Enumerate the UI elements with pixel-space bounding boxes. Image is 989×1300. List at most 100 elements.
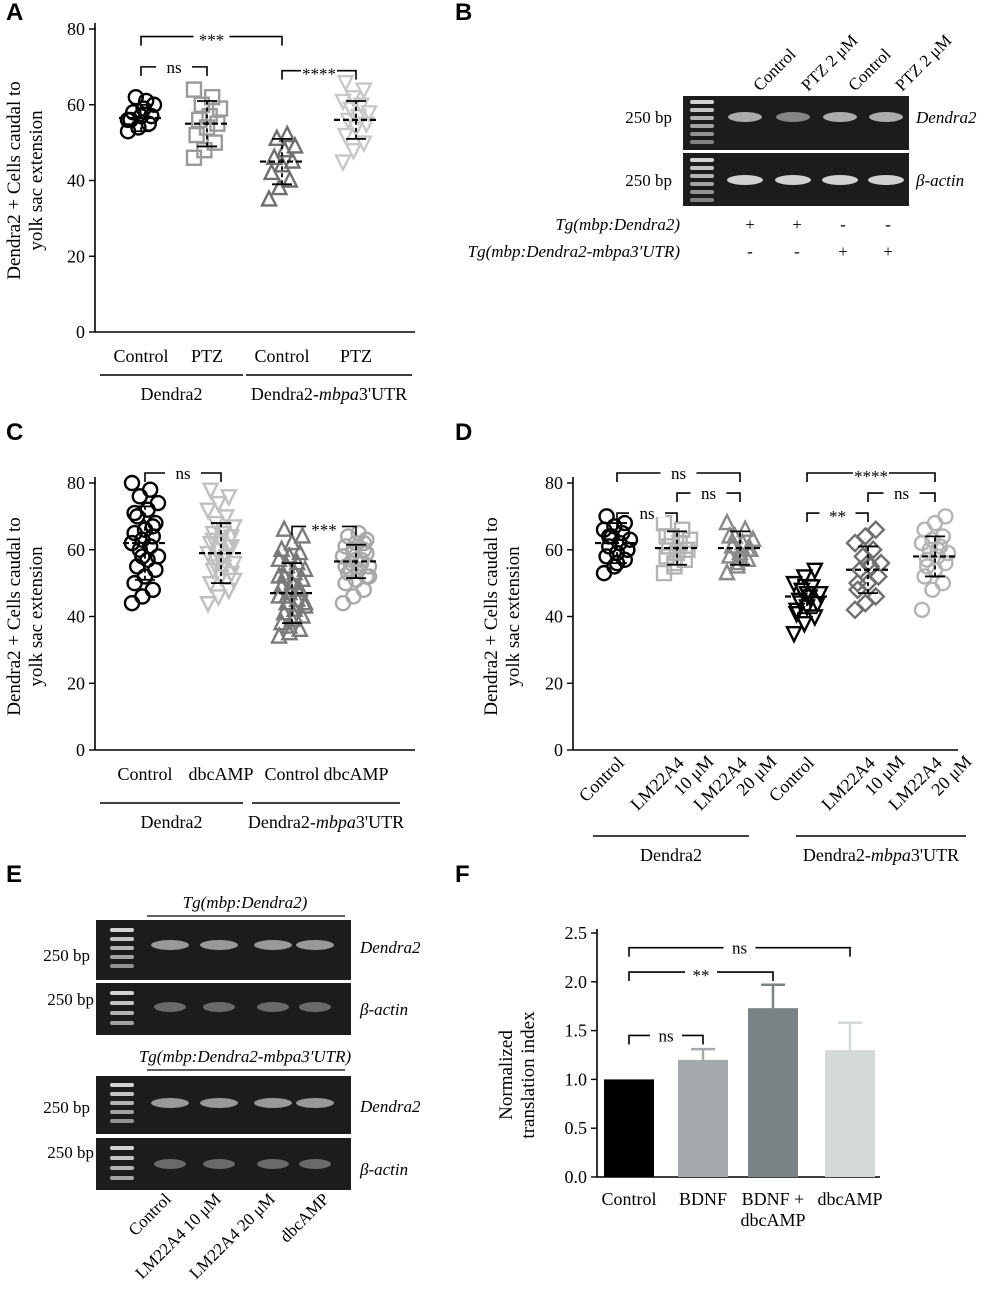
- data-point: [334, 154, 352, 173]
- gel-b-ladder: [690, 100, 714, 202]
- y-tick-label: 0.5: [565, 1118, 588, 1138]
- significance-gap: [193, 32, 230, 41]
- gel-b-ladder-band: [690, 174, 714, 178]
- significance-label: ns: [671, 464, 686, 483]
- group-label-part: 3'UTR: [359, 384, 407, 404]
- group-label-part: mbpa: [316, 812, 356, 832]
- category-label: LM22A420 μM: [884, 737, 975, 828]
- data-point: [149, 494, 167, 512]
- y-axis-label: Dendra2 + Cells caudal toyolk sac extens…: [4, 517, 47, 716]
- data-point: [134, 588, 151, 605]
- y-tick-label: 0: [76, 740, 85, 760]
- data-point: [723, 535, 742, 554]
- data-point: [206, 515, 225, 534]
- group-label-part: mbpa: [871, 845, 911, 865]
- category-label: dbcAMP: [188, 764, 253, 784]
- data-point: [655, 514, 673, 532]
- data-point: [201, 575, 220, 594]
- group-label-part: Dendra2-: [803, 845, 871, 865]
- data-point: [661, 538, 678, 555]
- gel-e: Tg(mbp:Dendra2) Tg(mbp:Dendra2-mbpa3'UTR…: [43, 893, 421, 1283]
- data-point: [267, 128, 286, 147]
- data-point: [126, 524, 143, 542]
- data-point: [736, 519, 755, 537]
- data-point: [144, 581, 162, 598]
- gel-e-band-bottom-dendra2: [296, 1098, 334, 1108]
- gel-b-sign-2-1: -: [747, 242, 753, 261]
- category-label: Control: [254, 346, 309, 366]
- gel-b-lane-1: Control: [749, 44, 799, 94]
- y-axis-label-line: yolk sac extension: [26, 110, 47, 251]
- gel-e-size-2: 250 bp: [47, 990, 94, 1009]
- group-label: Dendra2: [141, 384, 203, 404]
- data-point: [334, 93, 352, 112]
- data-point: [137, 92, 155, 110]
- group-label-part: Dendra2-: [251, 384, 319, 404]
- significance-label: ***: [311, 520, 337, 539]
- series-1: [119, 88, 163, 140]
- group-label-part: Dendra2: [141, 384, 203, 404]
- gel-b-top: [683, 96, 909, 150]
- group-label-part: 3'UTR: [911, 845, 959, 865]
- gel-b-band-actin: [822, 175, 858, 185]
- gel-e-band-top-actin: [299, 1002, 331, 1012]
- significance-label: ns: [639, 504, 654, 523]
- data-point: [354, 82, 373, 101]
- category-label: dbcAMP: [740, 1210, 805, 1230]
- data-point: [185, 81, 203, 98]
- significance-label: ns: [732, 939, 747, 958]
- gel-b-sign-1-3: -: [840, 215, 846, 234]
- data-point: [131, 488, 149, 505]
- data-point: [199, 502, 217, 521]
- gel-e-band-top-actin: [257, 1002, 289, 1012]
- gel-e-ladder-band: [110, 1119, 134, 1123]
- data-point: [352, 97, 371, 116]
- gel-e-band-top-dendra2: [296, 940, 334, 950]
- gel-e-ladder-band: [110, 991, 134, 995]
- group-label-part: Dendra2: [141, 812, 203, 832]
- data-point: [805, 609, 824, 628]
- data-point: [926, 514, 944, 532]
- gel-b-sign-1-1: +: [745, 215, 755, 234]
- gel-b-genotype-1: Tg(mbp:Dendra2): [555, 215, 680, 234]
- data-point: [595, 564, 613, 582]
- gel-e-ladder-band: [110, 1001, 134, 1005]
- group-label: Dendra2-mbpa3'UTR: [803, 845, 959, 865]
- y-axis-label: Dendra2 + Cells caudal toyolk sac extens…: [481, 517, 524, 716]
- gel-b-band-actin: [868, 175, 904, 185]
- y-tick-label: 0: [554, 740, 563, 760]
- gel-e-ladder-band: [110, 1166, 134, 1170]
- group-label: Dendra2-mbpa3'UTR: [248, 812, 404, 832]
- data-point: [225, 572, 243, 591]
- gel-b-lane-4: PTZ 2 μM: [891, 31, 955, 95]
- data-point: [674, 521, 691, 538]
- data-point: [798, 585, 816, 604]
- significance-label: **: [693, 966, 710, 985]
- data-point: [937, 508, 954, 525]
- gel-e-ladder-band: [110, 928, 134, 932]
- significance-label: **: [829, 507, 846, 526]
- gel-b-sign-2-4: +: [883, 242, 893, 261]
- series-3: [270, 519, 314, 644]
- data-point: [354, 135, 373, 154]
- gel-e-ladder-band: [110, 1083, 134, 1087]
- gel-b-ladder-band: [690, 166, 714, 170]
- gel-b-ladder-band: [690, 158, 714, 162]
- y-tick-label: 80: [67, 473, 85, 493]
- data-point: [336, 74, 355, 93]
- data-point: [787, 605, 806, 624]
- y-axis-label-line: Dendra2 + Cells caudal to: [4, 517, 25, 716]
- gel-b-ladder-band: [690, 124, 714, 128]
- data-point: [929, 541, 946, 558]
- data-point: [795, 615, 814, 634]
- data-point: [792, 582, 811, 601]
- data-point: [358, 544, 375, 562]
- data-point: [270, 565, 288, 584]
- gel-e-ladder-band: [110, 1146, 134, 1150]
- gel-b-band-1: Dendra2: [915, 108, 977, 127]
- data-point: [270, 625, 288, 644]
- gel-b-bands: [727, 112, 904, 185]
- data-point: [144, 518, 162, 535]
- data-point: [225, 555, 243, 574]
- data-point: [845, 600, 865, 620]
